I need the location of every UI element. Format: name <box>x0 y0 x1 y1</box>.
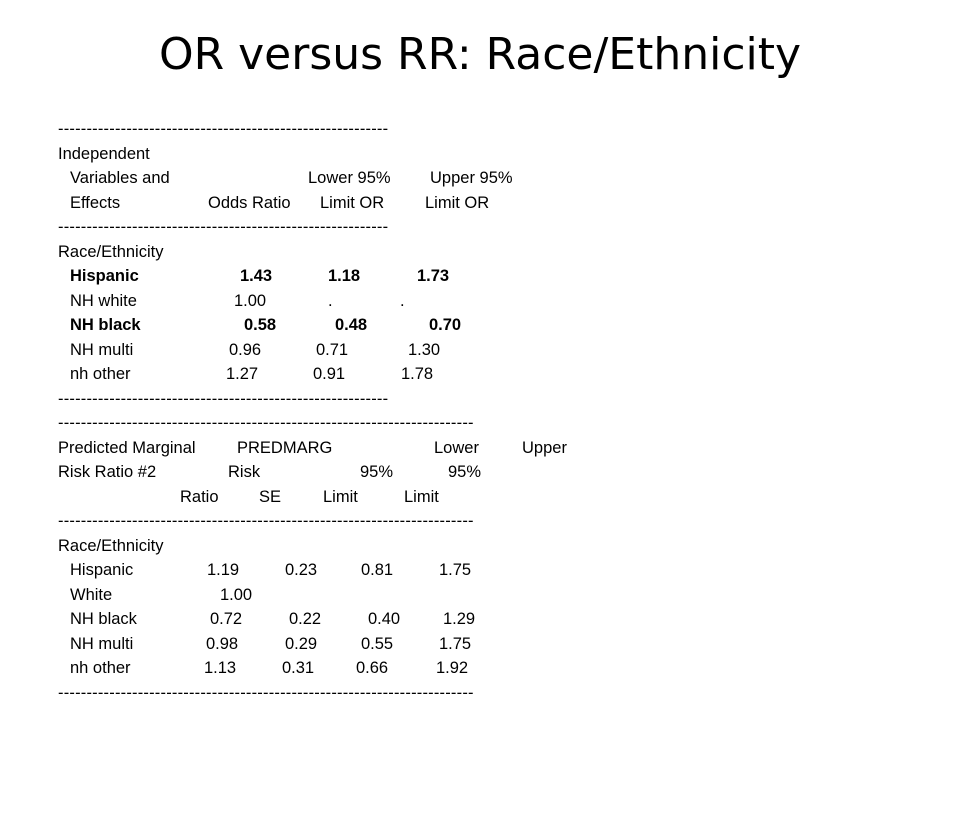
row-label: nh other <box>70 365 131 383</box>
table-row: White 1.00 <box>58 583 618 608</box>
lower-limit-value: 0.40 <box>368 610 401 628</box>
or-header-text: Upper 95% <box>430 169 513 187</box>
upper-limit-value: 1.29 <box>443 610 476 628</box>
rr-header-text: Risk Ratio #2 <box>58 463 157 481</box>
rr-header-text: Ratio <box>180 487 219 506</box>
or-header-text: Lower 95% <box>308 169 391 187</box>
lower-limit-value: 0.81 <box>361 561 394 579</box>
rr-header-row-2: Risk Ratio #2 Risk 95% 95% <box>58 460 618 485</box>
row-label: NH black <box>70 610 137 628</box>
row-label: NH white <box>70 291 137 310</box>
odds-ratio-value: 0.96 <box>229 340 262 359</box>
table-row: NH white 1.00 . . <box>58 289 618 314</box>
table-row: NH black 0.72 0.22 0.40 1.29 <box>58 607 618 632</box>
table-row: Hispanic 1.19 0.23 0.81 1.75 <box>58 558 618 583</box>
lower-limit-value: 0.71 <box>316 340 349 359</box>
rr-header-text: Limit <box>404 487 439 506</box>
rr-rule-top: ----------------------------------------… <box>58 411 618 436</box>
upper-limit-value: 1.75 <box>439 561 472 579</box>
row-label: Hispanic <box>70 267 139 285</box>
or-rule-mid: ----------------------------------------… <box>58 215 618 240</box>
row-label: White <box>70 585 113 604</box>
or-header-text: Limit OR <box>425 193 490 212</box>
row-label: Hispanic <box>70 561 134 579</box>
regression-output: ----------------------------------------… <box>58 117 618 705</box>
group-label: Race/Ethnicity <box>58 536 164 555</box>
rr-header-text: 95% <box>448 463 482 481</box>
rr-header-text: PREDMARG <box>237 438 333 457</box>
odds-ratio-value: 0.58 <box>244 316 277 334</box>
lower-limit-value: 1.18 <box>328 267 361 285</box>
rr-header-row-3: Ratio SE Limit Limit <box>58 485 618 510</box>
odds-ratio-value: 1.27 <box>226 365 259 383</box>
or-header-row-3: Effects Odds Ratio Limit OR Limit OR <box>58 191 618 216</box>
or-header-text: Odds Ratio <box>208 193 291 212</box>
risk-ratio-value: 1.00 <box>220 585 253 604</box>
rr-header-row-1: Predicted Marginal PREDMARG Lower Upper <box>58 436 618 461</box>
rr-header-text: Lower <box>434 438 479 457</box>
table-row: NH black 0.58 0.48 0.70 <box>58 313 618 338</box>
or-header-row-1: Independent <box>58 142 618 167</box>
table-row: Hispanic 1.43 1.18 1.73 <box>58 264 618 289</box>
rule-line: ----------------------------------------… <box>58 389 389 408</box>
upper-limit-value: 1.78 <box>401 365 434 383</box>
se-value: 0.29 <box>285 634 318 653</box>
rr-rule-bottom: ----------------------------------------… <box>58 681 618 706</box>
or-header-row-2: Variables and Lower 95% Upper 95% <box>58 166 618 191</box>
group-label: Race/Ethnicity <box>58 242 164 261</box>
lower-limit-value: 0.66 <box>356 659 389 677</box>
rule-line: ----------------------------------------… <box>58 683 474 702</box>
row-label: NH multi <box>70 340 134 359</box>
upper-limit-value: 0.70 <box>429 316 462 334</box>
risk-ratio-value: 0.72 <box>210 610 243 628</box>
or-header-text: Variables and <box>70 169 170 187</box>
lower-limit-value: . <box>328 291 333 310</box>
se-value: 0.31 <box>282 659 315 677</box>
lower-limit-value: 0.91 <box>313 365 346 383</box>
se-value: 0.23 <box>285 561 318 579</box>
rr-header-text: 95% <box>360 463 394 481</box>
table-row: nh other 1.27 0.91 1.78 <box>58 362 618 387</box>
rr-group-label: Race/Ethnicity <box>58 534 618 559</box>
rule-line: ----------------------------------------… <box>58 218 389 236</box>
or-group-label: Race/Ethnicity <box>58 240 618 265</box>
table-row: NH multi 0.96 0.71 1.30 <box>58 338 618 363</box>
risk-ratio-value: 1.19 <box>207 561 240 579</box>
rr-header-text: Predicted Marginal <box>58 438 196 457</box>
row-label: NH multi <box>70 634 134 653</box>
or-rule-top: ----------------------------------------… <box>58 117 618 142</box>
rr-rule-mid: ----------------------------------------… <box>58 509 618 534</box>
lower-limit-value: 0.55 <box>361 634 394 653</box>
odds-ratio-value: 1.00 <box>234 291 267 310</box>
risk-ratio-value: 1.13 <box>204 659 237 677</box>
risk-ratio-value: 0.98 <box>206 634 239 653</box>
row-label: NH black <box>70 316 141 334</box>
table-row: NH multi 0.98 0.29 0.55 1.75 <box>58 632 618 657</box>
row-label: nh other <box>70 659 131 677</box>
upper-limit-value: 1.30 <box>408 340 441 359</box>
rule-line: ----------------------------------------… <box>58 414 474 432</box>
rr-header-text: Upper <box>522 438 567 457</box>
or-header-text: Limit OR <box>320 193 385 212</box>
upper-limit-value: 1.73 <box>417 267 450 285</box>
rr-header-text: Risk <box>228 463 261 481</box>
slide-title: OR versus RR: Race/Ethnicity <box>158 29 802 80</box>
upper-limit-value: 1.92 <box>436 659 469 677</box>
or-header-text: Effects <box>70 193 121 212</box>
rule-line: ----------------------------------------… <box>58 120 389 138</box>
table-row: nh other 1.13 0.31 0.66 1.92 <box>58 656 618 681</box>
upper-limit-value: 1.75 <box>439 634 472 653</box>
or-header-text: Independent <box>58 144 150 163</box>
odds-ratio-value: 1.43 <box>240 267 273 285</box>
lower-limit-value: 0.48 <box>335 316 368 334</box>
rule-line: ----------------------------------------… <box>58 512 474 530</box>
se-value: 0.22 <box>289 610 322 628</box>
upper-limit-value: . <box>400 291 405 310</box>
or-rule-bottom: ----------------------------------------… <box>58 387 618 412</box>
rr-header-text: SE <box>259 487 282 506</box>
rr-header-text: Limit <box>323 487 358 506</box>
